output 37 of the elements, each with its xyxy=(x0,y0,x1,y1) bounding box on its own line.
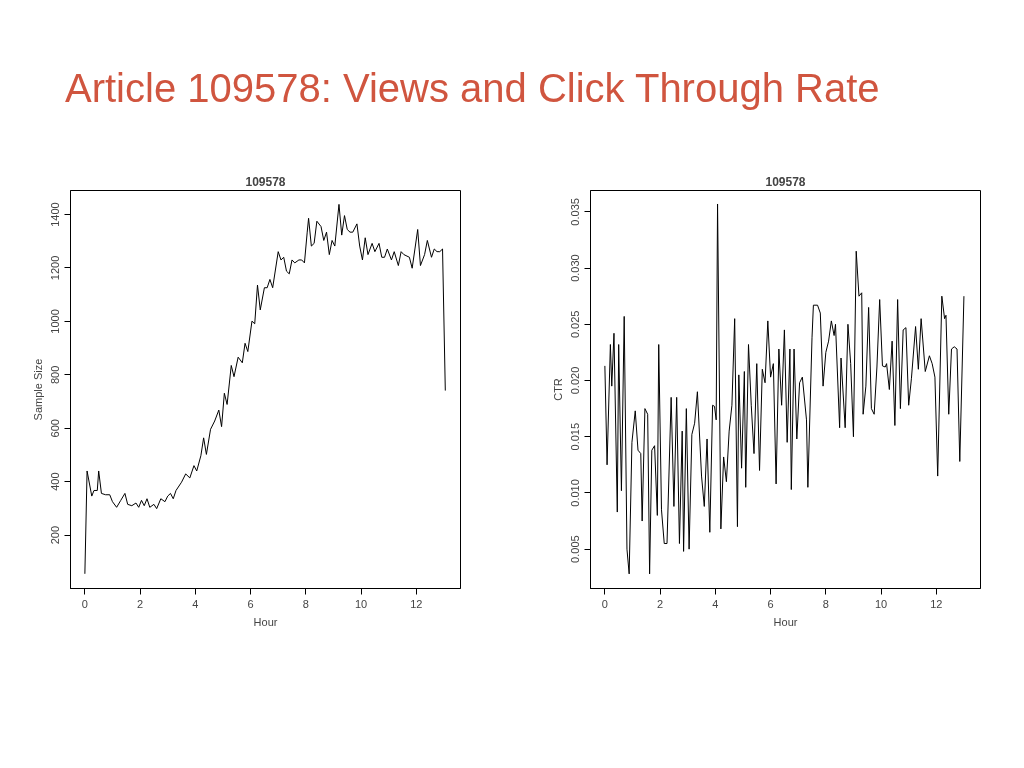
x-tick-label: 4 xyxy=(192,597,199,610)
line-series xyxy=(84,203,446,575)
y-tick-label: 0.025 xyxy=(569,310,582,339)
y-tick-label: 400 xyxy=(49,472,62,491)
y-tick-label: 0.015 xyxy=(569,422,582,451)
y-tick-label: 1000 xyxy=(49,309,62,334)
y-tick-label: 600 xyxy=(49,419,62,438)
y-tick-label: 0.010 xyxy=(569,479,582,507)
y-tick-label: 1200 xyxy=(49,255,62,281)
text: Article 109578: Views and Click Through Rate xyxy=(65,65,880,112)
x-tick-label: 2 xyxy=(657,597,664,610)
y-axis-title: CTR xyxy=(551,378,564,401)
y-axis-title: Sample Size xyxy=(31,358,44,421)
x-tick-label: 4 xyxy=(712,597,719,610)
x-tick-label: 0 xyxy=(81,597,88,610)
x-tick-label: 2 xyxy=(137,597,144,610)
line-series xyxy=(604,203,965,575)
x-tick-label: 8 xyxy=(302,597,309,610)
y-tick-label: 0.005 xyxy=(569,535,582,563)
chart-title: 109578 xyxy=(765,174,806,189)
x-tick-label: 6 xyxy=(247,597,254,610)
x-tick-label: 8 xyxy=(822,597,829,610)
x-tick-label: 10 xyxy=(354,597,368,610)
y-tick-label: 0.020 xyxy=(569,366,582,395)
x-tick-label: 12 xyxy=(930,597,943,610)
y-tick-label: 1400 xyxy=(49,202,62,227)
y-tick-label: 0.035 xyxy=(569,198,582,226)
y-tick-label: 0.030 xyxy=(569,254,582,282)
y-tick-label: 200 xyxy=(49,525,62,545)
x-axis-title: Hour xyxy=(773,615,798,628)
y-tick-label: 800 xyxy=(49,365,62,384)
x-axis-title: Hour xyxy=(253,615,278,628)
chart-title: 109578 xyxy=(245,174,286,189)
x-tick-label: 6 xyxy=(767,597,774,610)
x-tick-label: 12 xyxy=(410,597,423,610)
x-tick-label: 0 xyxy=(601,597,608,610)
x-tick-label: 10 xyxy=(874,597,888,610)
